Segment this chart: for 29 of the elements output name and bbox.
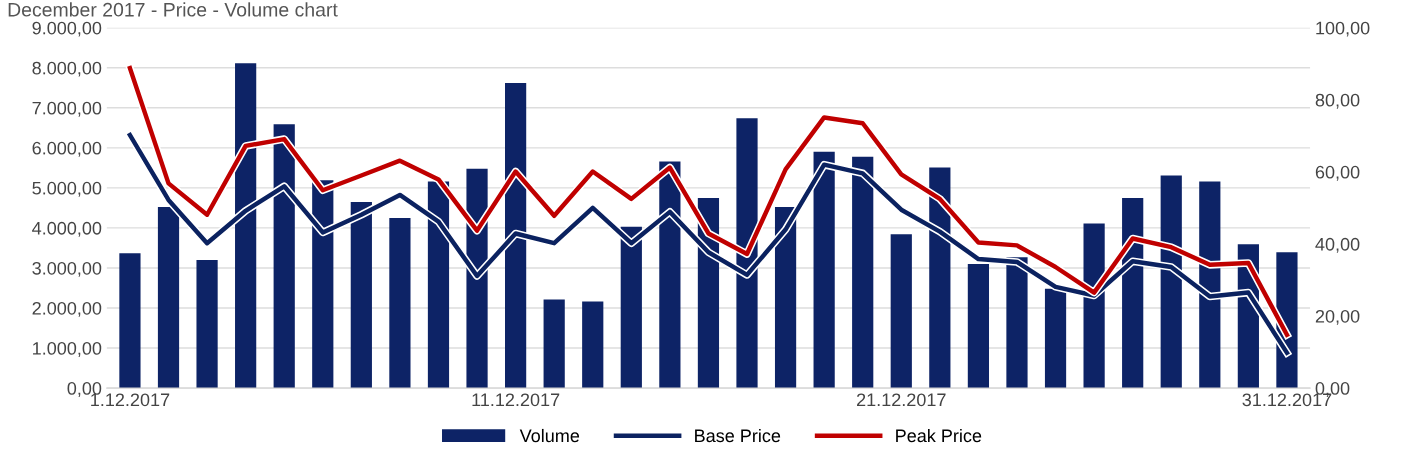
- bar: [890, 234, 912, 389]
- y2-tick-label: 60,00: [1315, 165, 1360, 181]
- legend-label: Volume: [519, 428, 580, 443]
- y2-tick-label: 100,00: [1316, 21, 1370, 37]
- bar: [157, 207, 180, 389]
- bar: [967, 263, 990, 389]
- bar: [582, 301, 604, 389]
- y2-tick-label: 20,00: [1315, 309, 1360, 325]
- legend-label: Peak Price: [896, 428, 982, 443]
- y2-tick-label: 40,00: [1315, 237, 1360, 253]
- y-tick-label: 5.000,00: [32, 181, 102, 197]
- x-tick-label: 21.12.2017: [857, 393, 946, 407]
- bar: [119, 253, 141, 389]
- y-tick-label: 4.000,00: [32, 221, 102, 237]
- y2-tick-label: 80,00: [1315, 93, 1360, 109]
- y-tick-label: 9.000,00: [32, 21, 102, 37]
- bar: [389, 217, 411, 389]
- y-tick-label: 2.000,00: [32, 301, 102, 317]
- bar: [196, 259, 218, 389]
- y-tick-label: 7.000,00: [32, 101, 102, 117]
- chart-title: December 2017 - Price - Volume chart: [8, 2, 338, 17]
- y-tick-label: 8.000,00: [32, 61, 102, 77]
- bar: [543, 299, 565, 389]
- y-tick-label: 1.000,00: [33, 341, 102, 357]
- legend-label: Base Price: [695, 428, 781, 443]
- x-tick-label: 11.12.2017: [472, 393, 560, 407]
- y-tick-label: 3.000,00: [32, 261, 102, 277]
- y-tick-label: 6.000,00: [32, 141, 102, 157]
- bar: [620, 226, 642, 389]
